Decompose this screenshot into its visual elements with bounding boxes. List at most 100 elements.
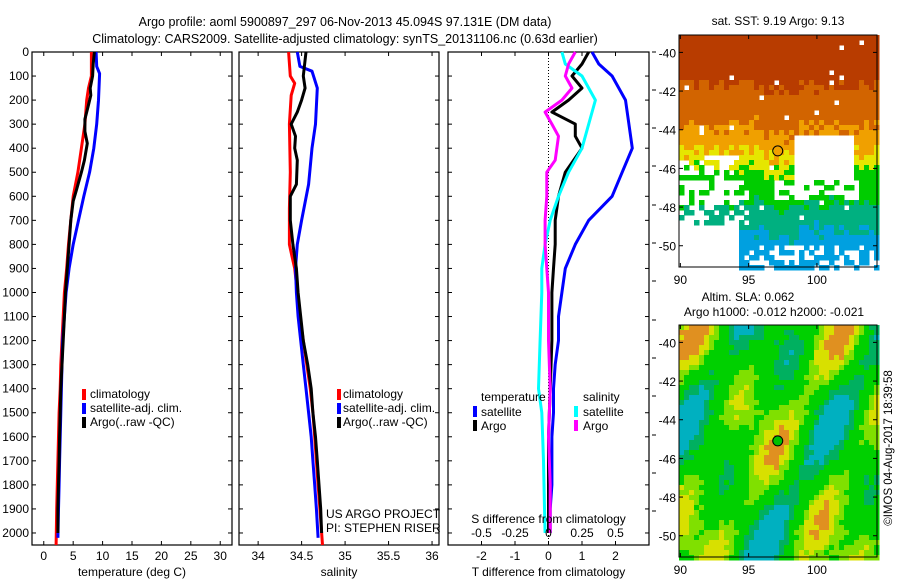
map-cell bbox=[859, 240, 865, 246]
map-cell bbox=[869, 465, 875, 471]
map-cell bbox=[844, 130, 850, 136]
map-cell bbox=[799, 200, 805, 206]
map-cell bbox=[744, 160, 750, 166]
map-cell bbox=[709, 50, 715, 56]
map-cell bbox=[759, 475, 765, 481]
map-cell bbox=[834, 180, 840, 186]
map-cell bbox=[694, 100, 700, 106]
y-tick-label: 800 bbox=[9, 237, 29, 251]
map-cell bbox=[679, 135, 685, 141]
map-cell bbox=[804, 265, 810, 271]
map-cell bbox=[774, 145, 780, 151]
map-cell bbox=[744, 75, 750, 81]
map-cell bbox=[699, 370, 705, 376]
map-cell bbox=[754, 515, 760, 521]
map-cell bbox=[679, 460, 685, 466]
map-cell bbox=[714, 515, 720, 521]
map-cell bbox=[839, 425, 845, 431]
map-cell bbox=[804, 535, 810, 541]
map-cell bbox=[794, 545, 800, 551]
map-cell bbox=[794, 555, 800, 561]
map-cell bbox=[859, 460, 865, 466]
map-cell bbox=[689, 160, 695, 166]
map-cell bbox=[764, 155, 770, 161]
y-tick-label: 2000 bbox=[2, 526, 29, 540]
map-cell bbox=[814, 85, 820, 91]
map-cell bbox=[744, 480, 750, 486]
map-cell bbox=[869, 380, 875, 386]
map-cell bbox=[814, 365, 820, 371]
map-cell bbox=[829, 415, 835, 421]
map-cell bbox=[759, 180, 765, 186]
map-cell bbox=[839, 400, 845, 406]
map-cell bbox=[729, 555, 735, 561]
map-cell bbox=[759, 455, 765, 461]
map-cell bbox=[709, 80, 715, 86]
map-cell bbox=[834, 50, 840, 56]
map-cell bbox=[694, 445, 700, 451]
map-cell bbox=[759, 155, 765, 161]
map-cell bbox=[694, 380, 700, 386]
map-cell bbox=[699, 400, 705, 406]
map-cell bbox=[714, 90, 720, 96]
map-cell bbox=[819, 455, 825, 461]
map-cell bbox=[744, 555, 750, 561]
map-cell bbox=[689, 525, 695, 531]
map-cell bbox=[799, 235, 805, 241]
map-cell bbox=[714, 445, 720, 451]
map-cell bbox=[859, 535, 865, 541]
map-cell bbox=[864, 520, 870, 526]
map-cell bbox=[744, 40, 750, 46]
map-cell bbox=[839, 250, 845, 256]
map-cell bbox=[854, 240, 860, 246]
map-cell bbox=[684, 325, 690, 331]
map-cell bbox=[749, 325, 755, 331]
map-cell bbox=[854, 50, 860, 56]
map-cell bbox=[809, 240, 815, 246]
map-cell bbox=[789, 195, 795, 201]
map-cell bbox=[729, 510, 735, 516]
map-cell bbox=[799, 435, 805, 441]
map-cell bbox=[814, 465, 820, 471]
map-cell bbox=[724, 425, 730, 431]
map-cell bbox=[839, 245, 845, 251]
map-cell bbox=[714, 365, 720, 371]
map-cell bbox=[814, 445, 820, 451]
map-cell bbox=[739, 65, 745, 71]
map-cell bbox=[844, 50, 850, 56]
map-cell bbox=[774, 475, 780, 481]
map-cell bbox=[734, 415, 740, 421]
map-cell bbox=[824, 470, 830, 476]
map-cell bbox=[854, 355, 860, 361]
map-cell bbox=[719, 545, 725, 551]
map-cell bbox=[729, 395, 735, 401]
sst-map-title: sat. SST: 9.19 Argo: 9.13 bbox=[712, 14, 845, 28]
map-cell bbox=[864, 460, 870, 466]
map-cell bbox=[754, 195, 760, 201]
map-cell bbox=[689, 50, 695, 56]
map-cell bbox=[739, 245, 745, 251]
map-cell bbox=[684, 345, 690, 351]
map-cell bbox=[724, 520, 730, 526]
map-cell bbox=[869, 60, 875, 66]
map-cell bbox=[719, 420, 725, 426]
map-cell bbox=[734, 455, 740, 461]
map-cell bbox=[764, 90, 770, 96]
map-cell bbox=[804, 40, 810, 46]
map-cell bbox=[784, 125, 790, 131]
map-cell bbox=[869, 125, 875, 131]
map-cell bbox=[739, 370, 745, 376]
map-cell bbox=[699, 555, 705, 561]
map-cell bbox=[714, 85, 720, 91]
map-cell bbox=[779, 330, 785, 336]
map-cell bbox=[784, 530, 790, 536]
map-cell bbox=[779, 135, 785, 141]
map-cell bbox=[759, 410, 765, 416]
map-cell bbox=[799, 410, 805, 416]
map-cell bbox=[739, 365, 745, 371]
y-tick-label: -44 bbox=[659, 414, 677, 428]
map-cell bbox=[734, 405, 740, 411]
map-cell bbox=[734, 90, 740, 96]
y-tick-label: 1500 bbox=[2, 406, 29, 420]
map-cell bbox=[784, 220, 790, 226]
